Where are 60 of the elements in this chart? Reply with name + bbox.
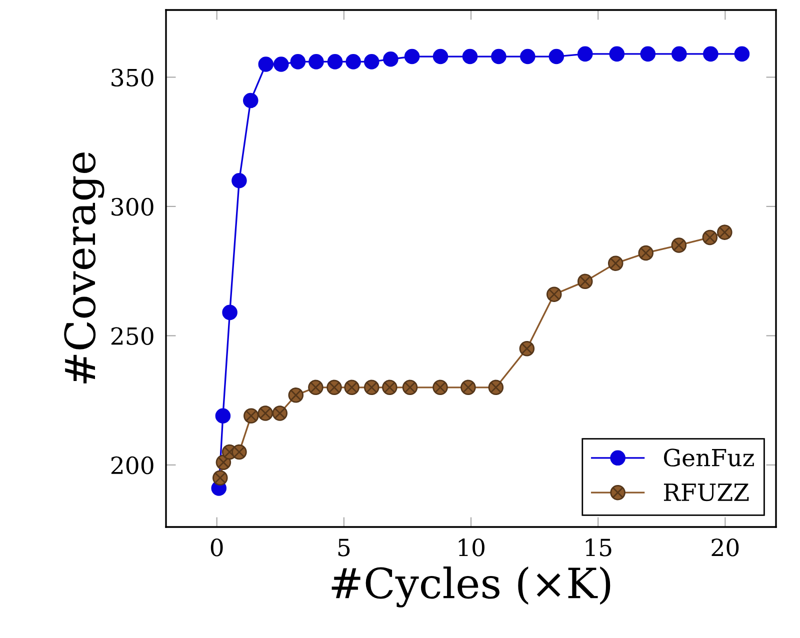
point xyxy=(215,408,231,424)
point xyxy=(382,380,398,396)
point xyxy=(290,54,306,70)
point xyxy=(672,46,687,62)
y-axis-title: #Coverage xyxy=(64,152,104,384)
point xyxy=(258,406,274,421)
point xyxy=(717,224,732,240)
x-tick-label: 15 xyxy=(586,538,612,556)
point xyxy=(488,380,504,396)
point xyxy=(326,380,342,396)
point xyxy=(578,274,593,290)
point xyxy=(364,54,380,70)
y-tick-label: 300 xyxy=(112,198,154,216)
point xyxy=(519,341,535,356)
point xyxy=(346,54,361,70)
point xyxy=(258,56,274,72)
legend-label: RFUZZ xyxy=(664,484,749,502)
point xyxy=(364,380,380,396)
point xyxy=(638,245,654,261)
y-tick-label: 350 xyxy=(112,68,154,87)
point xyxy=(462,48,478,64)
x-tick-label: 20 xyxy=(712,538,739,556)
point xyxy=(546,286,562,302)
point xyxy=(703,46,718,62)
x-tick-label: 0 xyxy=(210,538,223,556)
point xyxy=(432,48,448,64)
point xyxy=(243,92,258,108)
point xyxy=(491,48,506,64)
point xyxy=(232,172,247,188)
point xyxy=(404,48,420,64)
legend-label: GenFuz xyxy=(664,448,754,467)
point xyxy=(327,54,343,70)
point xyxy=(232,444,247,460)
point xyxy=(383,51,398,67)
point xyxy=(608,256,624,271)
point xyxy=(272,406,288,421)
point xyxy=(288,388,304,403)
point xyxy=(274,56,289,72)
point xyxy=(734,46,750,62)
point xyxy=(460,380,476,396)
x-tick-label: 10 xyxy=(458,538,484,556)
point xyxy=(344,380,360,396)
point xyxy=(548,48,564,64)
point xyxy=(432,380,448,396)
point xyxy=(671,238,687,253)
x-axis-title: #Cycles (×K) xyxy=(332,566,610,608)
point xyxy=(577,46,593,62)
x-tick-label: 5 xyxy=(338,538,350,556)
point xyxy=(402,380,418,396)
point xyxy=(244,408,259,424)
point xyxy=(222,304,238,320)
point xyxy=(212,470,228,486)
point xyxy=(702,230,718,246)
y-tick-label: 200 xyxy=(111,456,154,474)
point xyxy=(308,380,324,396)
point xyxy=(520,48,536,64)
point xyxy=(308,54,324,70)
point xyxy=(640,46,656,62)
y-tick-label: 250 xyxy=(111,327,154,346)
point xyxy=(609,46,625,62)
